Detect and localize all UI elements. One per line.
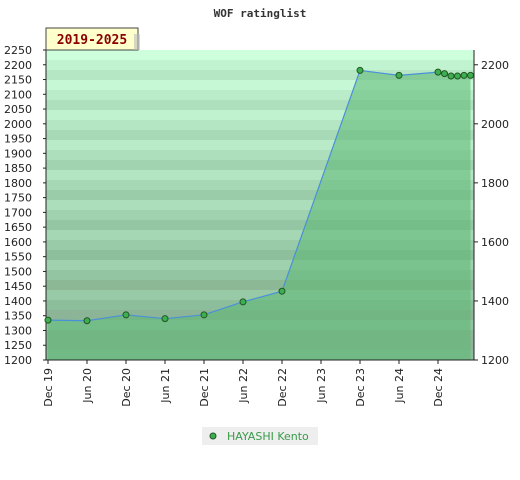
x-tick-label: Dec 21 <box>198 368 211 407</box>
background-band <box>46 280 474 291</box>
legend-marker <box>209 432 217 440</box>
chart-title: WOF ratinglist <box>214 7 307 20</box>
x-tick-label: Dec 23 <box>354 368 367 407</box>
left-tick-label: 2150 <box>4 74 32 87</box>
legend-label: HAYASHI Kento <box>227 430 309 443</box>
background-band <box>46 150 474 161</box>
left-tick-label: 1650 <box>4 221 32 234</box>
left-tick-label: 2050 <box>4 103 32 116</box>
x-tick-label: Jun 23 <box>315 368 328 404</box>
background-band <box>46 270 474 281</box>
background-band <box>46 80 474 91</box>
left-tick-label: 1800 <box>4 177 32 190</box>
x-tick-label: Jun 24 <box>393 368 406 404</box>
right-tick-label: 1800 <box>481 177 509 190</box>
background-band <box>46 190 474 201</box>
background-band <box>46 100 474 111</box>
left-tick-label: 1400 <box>4 295 32 308</box>
background-band <box>46 70 474 81</box>
background-band <box>46 60 474 71</box>
left-tick-label: 1850 <box>4 162 32 175</box>
x-axis-ticks: Dec 19 Jun 20 Dec 20 Jun 21 Dec 21 Jun 22 Dec … <box>42 360 445 407</box>
background-band <box>46 260 474 271</box>
background-band <box>46 250 474 261</box>
data-point <box>447 72 455 80</box>
period-badge: 2019-2025 <box>45 27 140 51</box>
x-tick-label: Dec 24 <box>432 368 445 407</box>
background-band <box>46 130 474 141</box>
left-tick-label: 1750 <box>4 192 32 205</box>
left-tick-label: 1700 <box>4 206 32 219</box>
background-band <box>46 220 474 231</box>
left-tick-label: 2000 <box>4 118 32 131</box>
left-tick-label: 1250 <box>4 339 32 352</box>
data-point <box>83 317 91 325</box>
left-tick-label: 2200 <box>4 59 32 72</box>
left-axis-ticks: 1200125013001350140014501500155016001650… <box>4 44 46 367</box>
x-tick-label: Jun 21 <box>159 368 172 404</box>
x-tick-label: Dec 20 <box>120 368 133 407</box>
data-point <box>200 311 208 319</box>
background-band <box>46 240 474 251</box>
left-tick-label: 1500 <box>4 265 32 278</box>
data-point <box>122 311 130 319</box>
left-tick-label: 2100 <box>4 88 32 101</box>
data-point <box>161 315 169 323</box>
left-tick-label: 1950 <box>4 133 32 146</box>
left-tick-label: 1600 <box>4 236 32 249</box>
left-tick-label: 1350 <box>4 310 32 323</box>
right-tick-label: 1600 <box>481 236 509 249</box>
data-point <box>395 71 403 79</box>
left-tick-label: 2250 <box>4 44 32 57</box>
x-tick-label: Dec 22 <box>276 368 289 407</box>
series-area <box>48 70 471 360</box>
x-tick-label: Jun 20 <box>81 368 94 404</box>
background-band <box>46 120 474 131</box>
background-band <box>46 200 474 211</box>
background-band <box>46 180 474 191</box>
data-point <box>467 71 474 79</box>
background-band <box>46 210 474 221</box>
axes <box>45 50 475 361</box>
left-tick-label: 1900 <box>4 147 32 160</box>
left-tick-label: 1550 <box>4 251 32 264</box>
right-tick-label: 1200 <box>481 354 509 367</box>
right-tick-label: 1400 <box>481 295 509 308</box>
data-point <box>278 287 286 295</box>
left-tick-label: 1200 <box>4 354 32 367</box>
background-band <box>46 110 474 121</box>
right-tick-label: 2000 <box>481 118 509 131</box>
background-band <box>46 140 474 151</box>
left-tick-label: 1450 <box>4 280 32 293</box>
period-badge-text: 2019-2025 <box>57 33 127 48</box>
left-tick-label: 1300 <box>4 324 32 337</box>
x-tick-label: Jun 22 <box>237 368 250 404</box>
background-band <box>46 160 474 171</box>
background-band <box>46 90 474 101</box>
data-point <box>454 72 461 80</box>
data-point <box>356 66 364 74</box>
right-tick-label: 2200 <box>481 59 509 72</box>
data-point <box>239 298 247 306</box>
background-band <box>46 170 474 181</box>
data-point <box>441 70 448 78</box>
data-point <box>460 71 468 79</box>
right-axis-ticks: 1200 1400 1600 1800 2000 2200 <box>474 59 509 367</box>
x-tick-label: Dec 19 <box>42 368 55 407</box>
background-band <box>46 230 474 241</box>
background-band <box>46 290 474 301</box>
background-band <box>46 50 474 61</box>
legend: HAYASHI Kento <box>202 427 318 445</box>
data-point <box>434 68 442 76</box>
data-points <box>44 66 474 325</box>
data-point <box>44 316 52 324</box>
